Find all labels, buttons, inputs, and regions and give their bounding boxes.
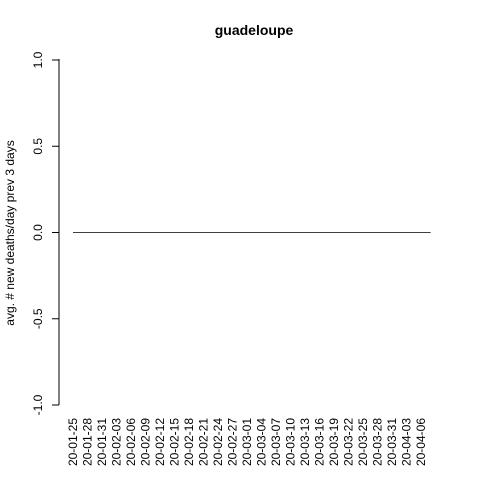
y-axis-label: avg. # new deaths/day prev 3 days [3, 140, 17, 325]
x-ticks: 20-01-25 20-01-28 20-01-31 20-02-03 20-02-06… [66, 418, 428, 466]
x-tick-label: 20-02-09 [139, 418, 153, 466]
x-tick-label: 20-01-28 [81, 418, 95, 466]
x-tick-label: 20-03-01 [240, 418, 254, 466]
x-tick-label: 20-03-31 [385, 418, 399, 466]
x-tick-label: 20-04-06 [414, 418, 428, 466]
x-tick-label: 20-02-21 [197, 418, 211, 466]
x-tick-label: 20-03-22 [342, 418, 356, 466]
x-tick-label: 20-02-15 [168, 418, 182, 466]
chart-title: guadeloupe [215, 22, 294, 38]
x-tick-label: 20-03-13 [298, 418, 312, 466]
x-tick-label: 20-03-25 [356, 418, 370, 466]
x-tick-label: 20-02-06 [124, 418, 138, 466]
x-tick-label: 20-01-25 [66, 418, 80, 466]
x-tick-label: 20-02-03 [110, 418, 124, 466]
y-ticks: -1.0 -0.5 0.0 0.5 1.0 [31, 51, 59, 415]
x-tick-label: 20-03-28 [371, 418, 385, 466]
x-tick-label: 20-03-16 [313, 418, 327, 466]
x-tick-label: 20-03-04 [255, 418, 269, 466]
y-tick-label: 0.0 [31, 224, 45, 241]
y-tick-label: -1.0 [31, 394, 45, 415]
x-tick-label: 20-02-27 [226, 418, 240, 466]
y-tick-label: 0.5 [31, 138, 45, 155]
x-tick-label: 20-02-18 [182, 418, 196, 466]
y-tick-label: -0.5 [31, 308, 45, 329]
y-tick-label: 1.0 [31, 51, 45, 68]
x-tick-label: 20-02-24 [211, 418, 225, 466]
x-tick-label: 20-03-07 [269, 418, 283, 466]
x-tick-label: 20-04-03 [400, 418, 414, 466]
x-tick-label: 20-03-19 [327, 418, 341, 466]
x-tick-label: 20-01-31 [95, 418, 109, 466]
x-tick-label: 20-02-12 [153, 418, 167, 466]
x-tick-label: 20-03-10 [284, 418, 298, 466]
